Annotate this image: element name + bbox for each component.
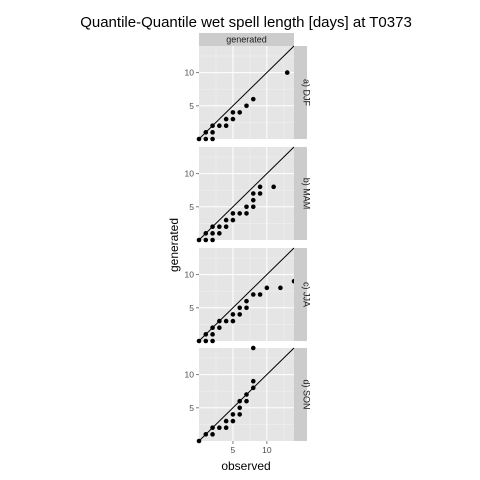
data-point xyxy=(231,110,236,115)
data-point xyxy=(237,399,242,404)
data-point xyxy=(237,211,242,216)
data-point xyxy=(203,238,208,243)
data-point xyxy=(251,386,256,391)
chart-title: Quantile-Quantile wet spell length [days… xyxy=(80,14,412,31)
data-point xyxy=(258,292,263,297)
y-tick-label: 5 xyxy=(189,202,194,212)
data-point xyxy=(244,305,249,310)
data-point xyxy=(210,123,215,128)
data-point xyxy=(217,231,222,236)
panel-3 xyxy=(196,248,307,343)
data-point xyxy=(217,224,222,229)
data-point xyxy=(224,123,229,128)
data-point xyxy=(251,191,256,196)
column-strip-label: generated xyxy=(226,35,267,45)
data-point xyxy=(251,97,256,102)
data-point xyxy=(237,110,242,115)
data-point xyxy=(285,70,290,75)
y-tick-label: 10 xyxy=(185,169,195,179)
y-tick-label: 5 xyxy=(189,303,194,313)
data-point xyxy=(231,319,236,324)
data-point xyxy=(197,238,202,243)
x-tick-label: 5 xyxy=(231,445,236,455)
y-tick-label: 10 xyxy=(185,270,195,280)
data-point xyxy=(237,412,242,417)
data-point xyxy=(203,137,208,142)
facet-strip-label: a) DJF xyxy=(302,79,312,107)
data-point xyxy=(224,224,229,229)
data-point xyxy=(237,312,242,317)
facet-strip-label: c) JJA xyxy=(302,282,312,307)
data-point xyxy=(258,185,263,190)
data-point xyxy=(210,432,215,437)
data-point xyxy=(210,231,215,236)
data-point xyxy=(203,339,208,344)
y-tick-label: 10 xyxy=(185,68,195,78)
data-point xyxy=(251,346,256,351)
data-point xyxy=(265,286,270,291)
data-point xyxy=(217,325,222,330)
data-point xyxy=(210,224,215,229)
data-point xyxy=(244,392,249,397)
data-point xyxy=(271,185,276,190)
data-point xyxy=(197,137,202,142)
data-point xyxy=(244,299,249,304)
data-point xyxy=(203,231,208,236)
data-point xyxy=(237,405,242,410)
data-point xyxy=(197,439,202,444)
data-point xyxy=(210,425,215,430)
panel-4 xyxy=(196,346,307,444)
panel-1 xyxy=(196,46,307,141)
data-point xyxy=(217,123,222,128)
facet-strip-label: d) SON xyxy=(302,379,312,409)
data-point xyxy=(224,117,229,122)
data-point xyxy=(210,130,215,135)
data-point xyxy=(210,332,215,337)
data-point xyxy=(217,425,222,430)
data-point xyxy=(251,198,256,203)
data-point xyxy=(217,319,222,324)
data-point xyxy=(231,412,236,417)
data-point xyxy=(237,305,242,310)
data-point xyxy=(251,204,256,209)
data-point xyxy=(224,218,229,223)
data-point xyxy=(210,339,215,344)
data-point xyxy=(197,339,202,344)
y-tick-label: 5 xyxy=(189,403,194,413)
data-point xyxy=(224,425,229,430)
data-point xyxy=(231,218,236,223)
data-point xyxy=(244,103,249,108)
data-point xyxy=(244,204,249,209)
data-point xyxy=(224,419,229,424)
data-point xyxy=(231,117,236,122)
data-point xyxy=(203,332,208,337)
data-point xyxy=(203,130,208,135)
y-tick-label: 5 xyxy=(189,101,194,111)
data-point xyxy=(251,292,256,297)
y-axis-title: generated xyxy=(167,218,181,272)
data-point xyxy=(203,432,208,437)
y-tick-label: 10 xyxy=(185,370,195,380)
data-point xyxy=(231,419,236,424)
data-point xyxy=(244,399,249,404)
panel-2 xyxy=(196,147,307,242)
data-point xyxy=(251,379,256,384)
x-axis-title: observed xyxy=(221,459,270,473)
data-point xyxy=(210,325,215,330)
data-point xyxy=(210,137,215,142)
data-point xyxy=(244,211,249,216)
data-point xyxy=(224,319,229,324)
facet-strip-label: b) MAM xyxy=(302,178,312,210)
x-tick-label: 10 xyxy=(262,445,272,455)
data-point xyxy=(231,211,236,216)
data-point xyxy=(258,191,263,196)
data-point xyxy=(210,238,215,243)
data-point xyxy=(278,286,283,291)
data-point xyxy=(231,312,236,317)
